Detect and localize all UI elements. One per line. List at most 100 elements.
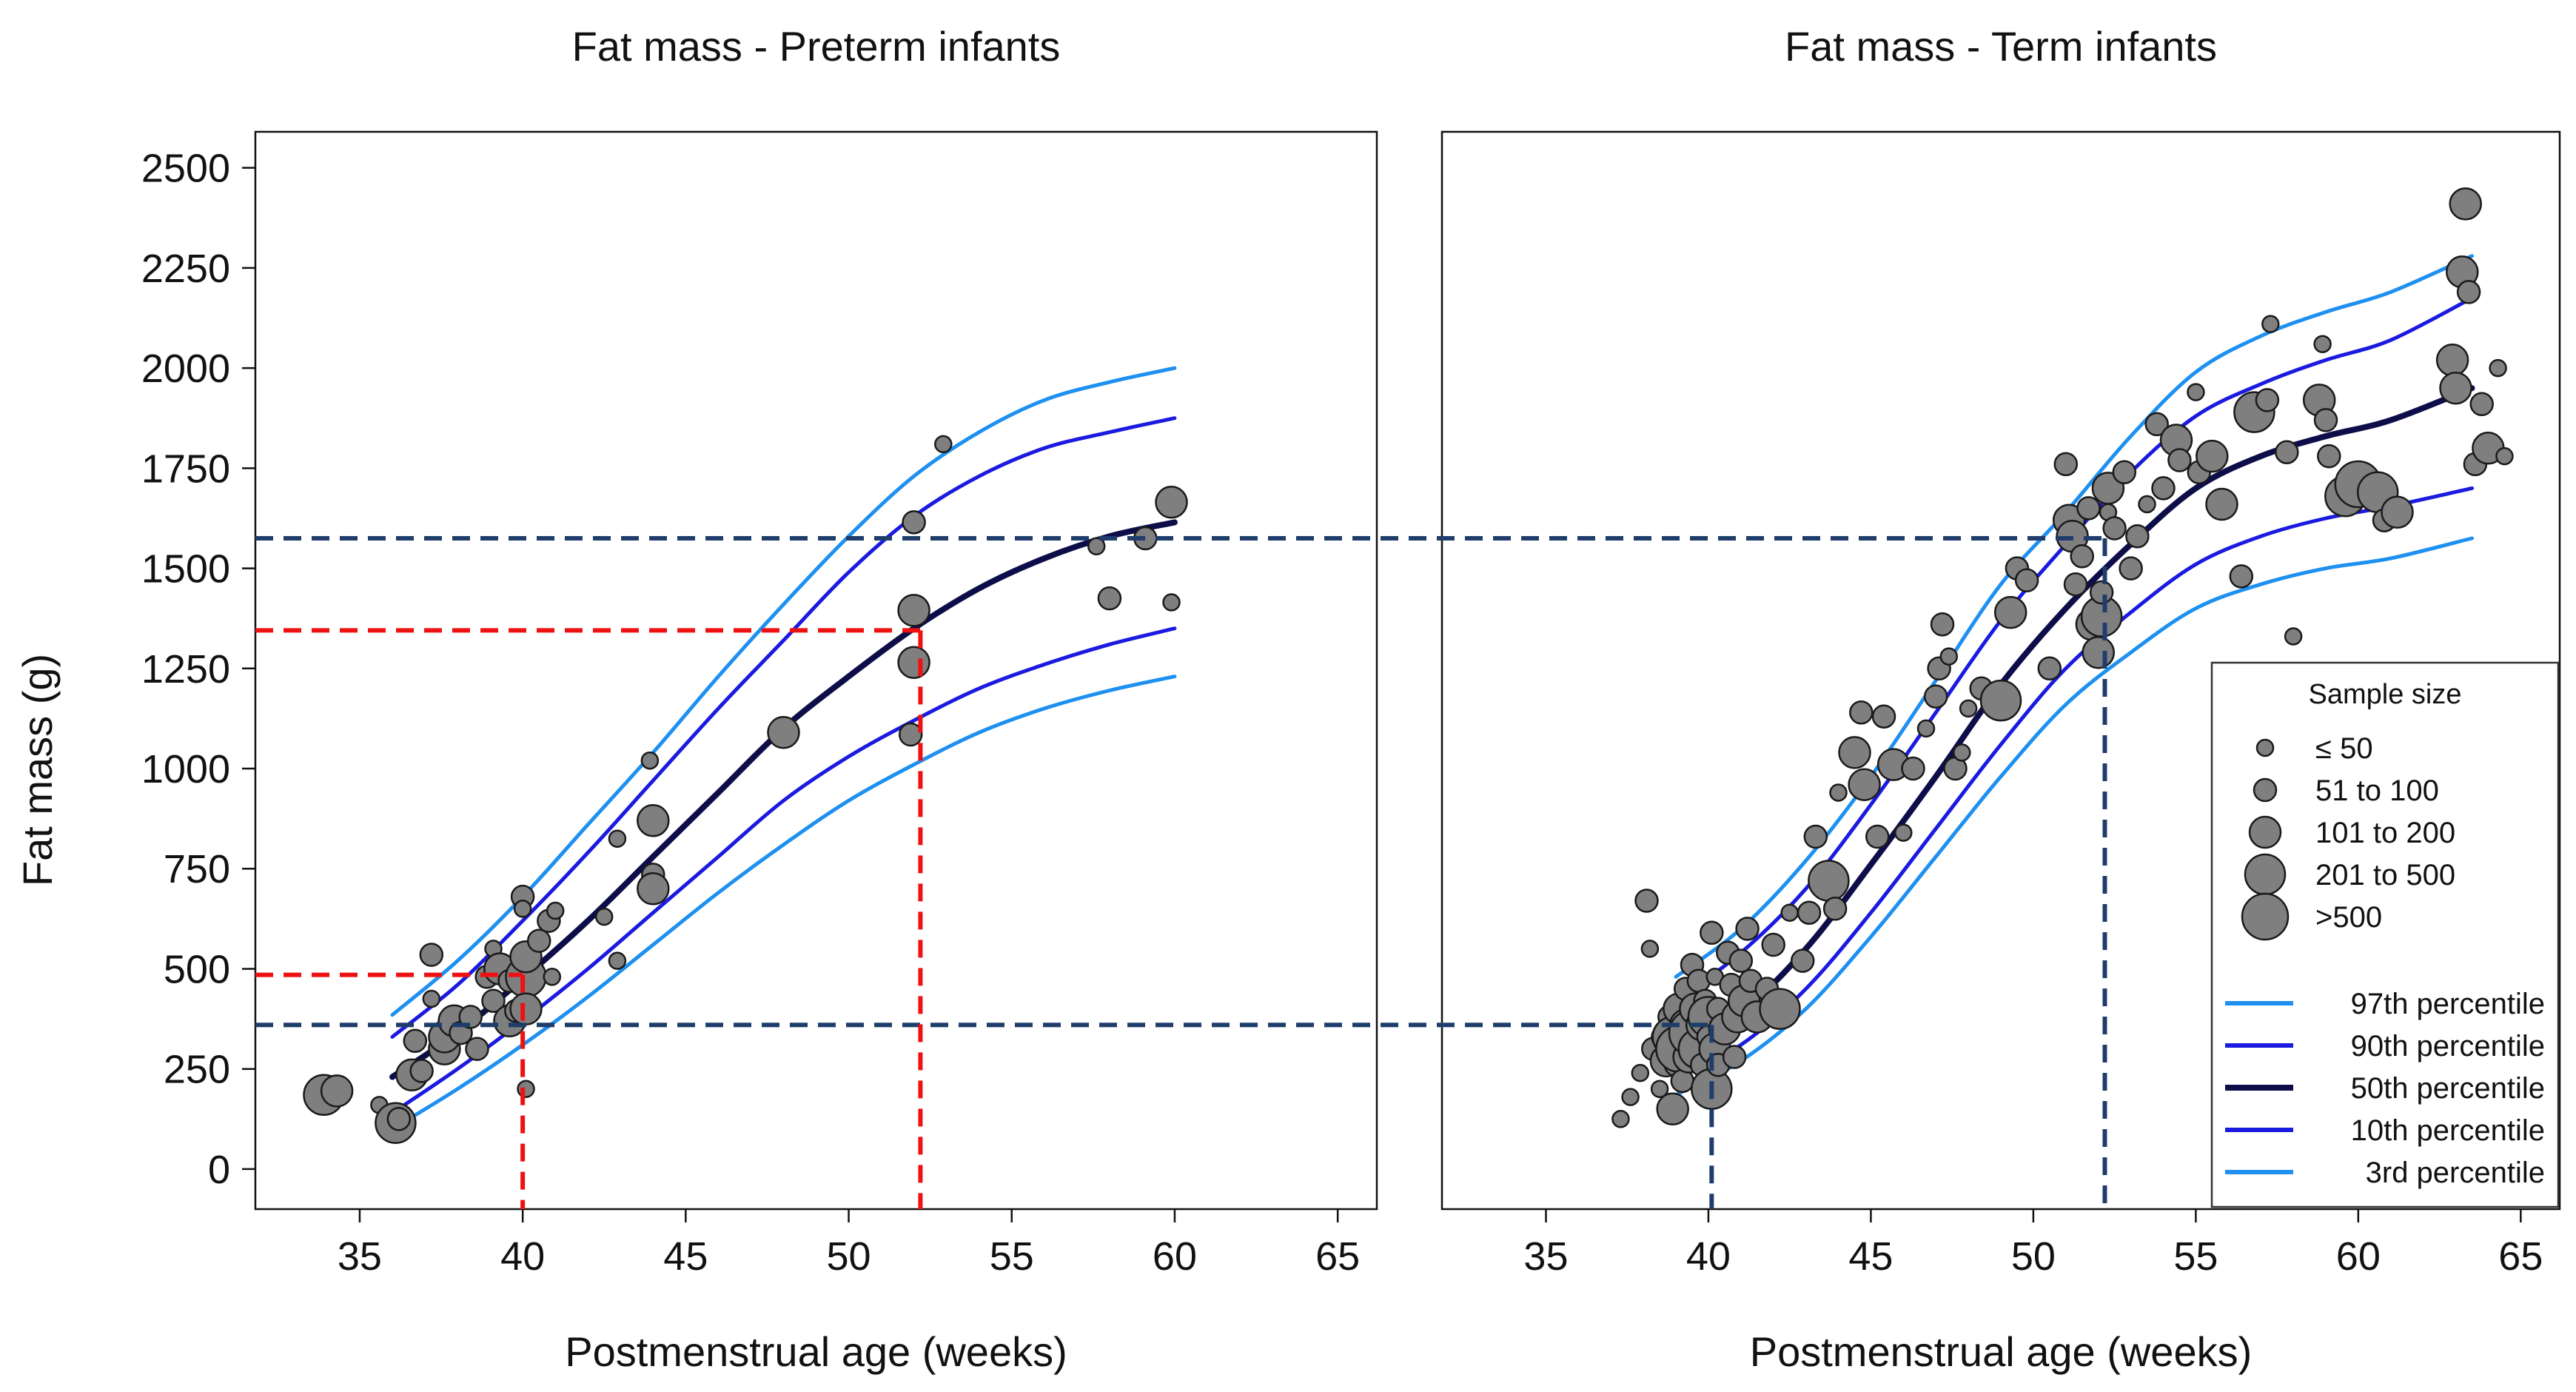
panel-1-title: Fat mass - Term infants: [1785, 23, 2217, 70]
panel-0: Fat mass - Preterm infants 0 250 500 750 1000…: [141, 23, 1378, 1375]
data-point: [1686, 968, 1711, 993]
data-point: [1865, 824, 1890, 849]
data-point: [1790, 948, 1815, 973]
data-point: [465, 1037, 489, 1061]
data-point: [1803, 824, 1828, 849]
data-point: [1155, 486, 1188, 519]
percentile-line-p97: [1674, 254, 2474, 979]
legend-size-label: 101 to 200: [2315, 817, 2455, 849]
data-point: [2082, 635, 2115, 669]
y-tick-label: 0: [208, 1148, 230, 1192]
x-tick-label: 65: [2498, 1234, 2543, 1279]
data-point: [2284, 627, 2303, 646]
legend-size-marker: [2253, 777, 2278, 803]
x-tick-label: 50: [2011, 1234, 2056, 1279]
data-point: [386, 1107, 412, 1131]
legend-size-marker: [2241, 892, 2290, 941]
data-point: [2089, 580, 2114, 605]
data-point: [1871, 704, 1896, 729]
data-point: [422, 989, 441, 1008]
percentile-line-p50: [1673, 385, 2475, 1057]
panel-1: Fat mass - Term infants 35 40 45 50 55 60 65 Pos…: [1440, 23, 2561, 1375]
x-tick-label: 65: [1315, 1234, 1360, 1279]
y-tick-label: 1500: [141, 547, 230, 592]
x-tick-label: 60: [2336, 1234, 2381, 1279]
data-point: [1930, 612, 1955, 637]
y-tick-label: 2000: [141, 347, 230, 391]
data-point: [1979, 679, 2022, 722]
x-tick-label: 45: [663, 1234, 708, 1279]
x-tick-label: 55: [990, 1234, 1034, 1279]
data-point: [1650, 1080, 1669, 1098]
data-point: [1656, 1092, 1689, 1126]
legend-size-label: ≤ 50: [2315, 732, 2373, 765]
data-point: [1939, 647, 1959, 666]
data-point: [2167, 448, 2192, 472]
data-point: [2435, 344, 2469, 377]
data-point: [2275, 440, 2299, 464]
data-point: [1901, 756, 1925, 781]
data-point: [513, 900, 532, 918]
panel-0-x-axis-label: Postmenstrual age (weeks): [565, 1328, 1067, 1375]
data-point: [2138, 495, 2156, 514]
y-tick-label: 750: [164, 847, 230, 891]
data-point: [1822, 897, 1848, 921]
data-point: [1993, 595, 2027, 629]
data-point: [767, 716, 800, 749]
panel-0-data-points: [303, 435, 1188, 1144]
data-point: [898, 722, 923, 747]
x-tick-label: 50: [827, 1234, 871, 1279]
x-tick-label: 45: [1848, 1234, 1893, 1279]
data-point: [1722, 1045, 1747, 1069]
legend-size-label: 51 to 100: [2315, 774, 2439, 807]
legend-size-label: 201 to 500: [2315, 859, 2455, 891]
data-point: [1735, 917, 1760, 941]
data-point: [2076, 496, 2101, 521]
data-point: [1797, 900, 1822, 925]
x-tick-label: 55: [2173, 1234, 2218, 1279]
data-point: [1097, 586, 1122, 611]
data-point: [897, 594, 930, 627]
panel-0-title: Fat mass - Preterm infants: [572, 23, 1061, 70]
y-tick-label: 250: [164, 1048, 230, 1092]
data-point: [1848, 768, 1881, 801]
data-point: [2313, 335, 2332, 353]
legend-line-label: 3rd percentile: [2366, 1157, 2545, 1189]
data-point: [1953, 743, 1971, 762]
data-point: [934, 435, 953, 454]
y-tick-label: 2250: [141, 247, 230, 291]
data-point: [2449, 187, 2482, 221]
percentile-line-p90: [1674, 296, 2474, 1003]
percentile-line-p10: [1674, 486, 2474, 1081]
data-point: [1640, 940, 1660, 958]
data-point: [1759, 988, 1801, 1030]
data-point: [2261, 315, 2280, 333]
data-point: [509, 992, 543, 1025]
data-point: [1894, 823, 1913, 842]
data-point: [902, 510, 926, 535]
panels-layer: Fat mass - Preterm infants 0 250 500 750 1000…: [141, 23, 2561, 1375]
y-tick-label: 500: [164, 947, 230, 991]
data-point: [1611, 1110, 1630, 1128]
data-point: [897, 646, 930, 679]
x-tick-label: 60: [1153, 1234, 1197, 1279]
data-point: [481, 988, 506, 1013]
data-point: [608, 951, 627, 970]
panel-1-x-axis-label: Postmenstrual age (weeks): [1750, 1328, 2253, 1375]
data-point: [637, 804, 670, 837]
data-point: [640, 751, 660, 770]
data-point: [409, 1059, 434, 1083]
data-point: [2112, 460, 2137, 485]
data-point: [608, 829, 627, 848]
data-point: [2063, 572, 2088, 597]
y-tick-label: 1750: [141, 446, 230, 491]
x-tick-label: 40: [1686, 1234, 1731, 1279]
legend: Sample size ≤ 50 51 to 100 101 to 200 201 to…: [2210, 661, 2560, 1208]
legend-line-label: 97th percentile: [2351, 988, 2545, 1020]
legend-size-marker: [2248, 815, 2282, 849]
y-tick-label: 2500: [141, 147, 230, 191]
data-point: [1923, 684, 1948, 709]
data-point: [1761, 932, 1785, 957]
data-point: [2381, 495, 2414, 529]
